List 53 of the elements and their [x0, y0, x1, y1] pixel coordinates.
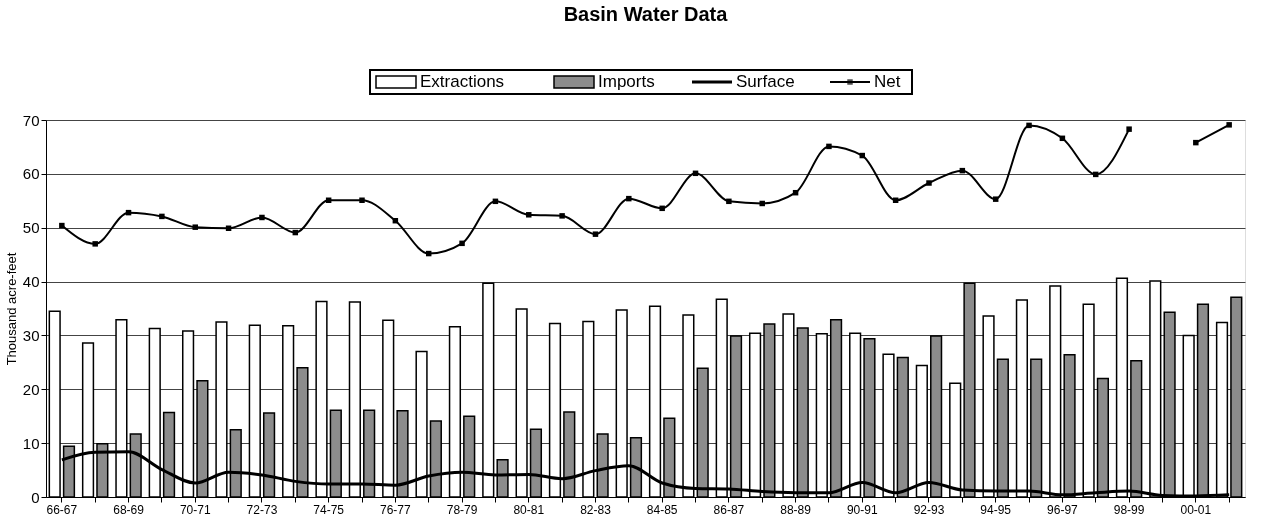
x-tick-label: 82-83: [580, 502, 612, 517]
point: [1126, 126, 1132, 132]
point: [1226, 122, 1232, 128]
chart-title: Basin Water Data: [563, 3, 729, 25]
point: [592, 231, 599, 237]
x-tick-label: 98-99: [1113, 502, 1145, 517]
y-axis-title: Thousand acre-feet: [3, 252, 19, 366]
x-tick-label: 84-85: [646, 502, 678, 517]
point: [526, 212, 532, 218]
x-tick-label: 94-95: [980, 502, 1012, 517]
point: [626, 195, 632, 202]
point: [259, 214, 265, 221]
legend-label: Net: [874, 72, 901, 91]
x-tick-label: 68-69: [113, 502, 145, 517]
point: [992, 196, 999, 202]
point: [1026, 122, 1032, 129]
legend-label: Extractions: [420, 72, 505, 91]
x-tick-label: 00-01: [1180, 502, 1212, 517]
y-tick-label: 60: [22, 165, 40, 183]
x-tick-label: 76-77: [380, 502, 412, 517]
point: [826, 143, 832, 150]
y-tick-label: 70: [22, 111, 40, 129]
x-tick-label: 72-73: [246, 502, 278, 517]
point: [192, 224, 198, 230]
point: [726, 198, 732, 205]
point: [92, 241, 98, 247]
y-tick-label: 10: [22, 434, 40, 452]
x-tick-label: 66-67: [46, 502, 78, 517]
point: [159, 213, 165, 220]
y-tick-label: 40: [22, 273, 40, 291]
x-tick-label: 74-75: [313, 502, 345, 517]
x-tick-label: 78-79: [446, 502, 478, 517]
y-tick-label: 0: [31, 488, 40, 506]
point: [359, 197, 365, 203]
x-tick-label: 80-81: [513, 502, 545, 517]
x-tick-label: 86-87: [713, 502, 745, 517]
x-tick-label: 88-89: [780, 502, 812, 517]
point: [659, 205, 665, 212]
x-tick-label: 96-97: [1047, 502, 1079, 517]
x-tick-label: 90-91: [846, 502, 878, 517]
x-tick-label: 70-71: [179, 502, 211, 517]
legend-label: Imports: [598, 72, 655, 91]
x-tick-label: 92-93: [913, 502, 945, 517]
legend-label: Surface: [736, 72, 795, 91]
y-tick-label: 20: [22, 380, 40, 398]
point: [559, 213, 565, 219]
y-tick-label: 30: [22, 326, 40, 344]
point: [59, 222, 65, 229]
point: [459, 240, 465, 247]
point: [759, 200, 765, 207]
y-tick-label: 50: [22, 219, 40, 237]
point: [1193, 139, 1199, 146]
point: [926, 180, 932, 186]
